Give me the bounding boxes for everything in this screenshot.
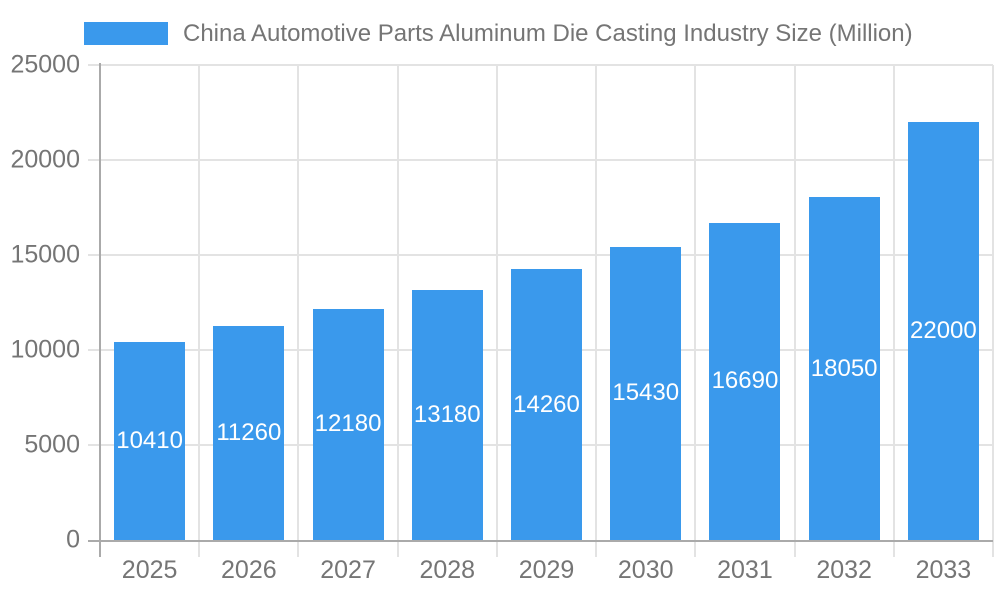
x-gridline xyxy=(793,65,796,557)
x-gridline xyxy=(892,65,895,557)
bar-value-label: 14260 xyxy=(513,390,580,418)
y-gridline xyxy=(88,159,993,161)
x-axis-label: 2031 xyxy=(717,556,773,584)
bar-2033 xyxy=(907,122,979,540)
x-gridline xyxy=(297,65,300,557)
bar-2030 xyxy=(610,246,682,540)
bar-value-label: 11260 xyxy=(216,419,282,447)
y-axis-line xyxy=(99,63,101,557)
y-axis-label: 25000 xyxy=(10,50,80,79)
x-gridline xyxy=(694,65,697,557)
x-axis-label: 2032 xyxy=(816,556,872,584)
x-gridline xyxy=(495,65,498,557)
bar-value-label: 15430 xyxy=(612,379,680,407)
x-axis-label: 2028 xyxy=(419,556,476,584)
y-axis-label: 15000 xyxy=(10,240,80,269)
x-axis-label: 2026 xyxy=(221,556,277,584)
x-axis-label: 2033 xyxy=(915,556,972,584)
legend-swatch[interactable] xyxy=(84,22,168,45)
x-gridline xyxy=(396,65,399,557)
bar-value-label: 10410 xyxy=(116,427,183,455)
bar-value-label: 18050 xyxy=(810,354,878,382)
x-gridline xyxy=(595,65,598,557)
x-gridline xyxy=(198,65,201,557)
y-axis-label: 5000 xyxy=(24,430,80,459)
bar-2025 xyxy=(114,342,186,540)
y-axis-label: 0 xyxy=(66,525,80,554)
x-axis-label: 2027 xyxy=(320,556,376,584)
x-axis-label: 2030 xyxy=(617,556,674,584)
x-axis-line xyxy=(88,540,993,542)
chart-legend[interactable]: China Automotive Parts Aluminum Die Cast… xyxy=(84,20,913,47)
bar-value-label: 12180 xyxy=(314,410,382,438)
bar-2029 xyxy=(511,269,582,540)
y-axis-label: 10000 xyxy=(10,335,80,364)
bar-2032 xyxy=(808,197,880,540)
bar-2027 xyxy=(312,308,384,540)
bar-2031 xyxy=(709,222,781,540)
legend-label[interactable]: China Automotive Parts Aluminum Die Cast… xyxy=(183,20,913,47)
y-gridline xyxy=(88,254,993,256)
bar-value-label: 16690 xyxy=(711,367,779,395)
bar-2028 xyxy=(411,289,483,540)
y-gridline xyxy=(88,64,993,66)
x-gridline xyxy=(992,65,994,557)
y-axis-label: 20000 xyxy=(10,145,80,174)
x-axis-label: 2029 xyxy=(518,556,575,584)
x-axis-label: 2025 xyxy=(121,556,178,584)
bar-2026 xyxy=(213,326,285,540)
bar-value-label: 13180 xyxy=(413,400,481,428)
bar-value-label: 22000 xyxy=(910,317,977,344)
